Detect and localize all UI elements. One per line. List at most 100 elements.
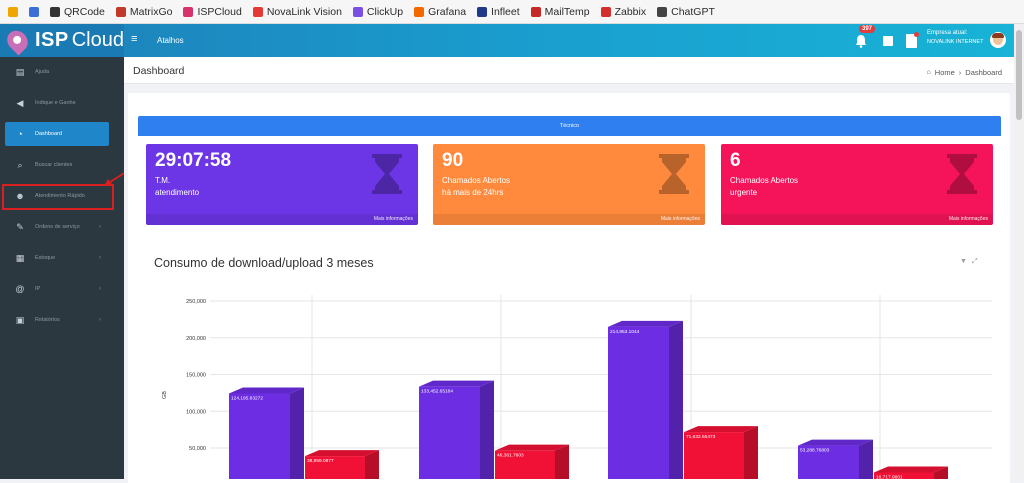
bookmark-favicon-icon [183, 6, 194, 17]
bookmark-item[interactable]: Grafana [414, 6, 466, 18]
chevron-right-icon: › [99, 255, 101, 261]
bar-download-side [480, 380, 494, 479]
bookmark-label: Infleet [491, 5, 520, 18]
bar-upload-data-label: 38,959.0877 [307, 458, 334, 464]
top-navbar [0, 24, 1014, 57]
bookmark-label: ISPCloud [197, 5, 242, 18]
bell-icon[interactable] [855, 34, 867, 48]
sidebar-item-book[interactable]: ▤ Ajuda [5, 60, 109, 84]
bookmark-label: Zabbix [614, 5, 647, 18]
users-icon: ☻ [15, 191, 25, 201]
sidebar-item-at[interactable]: @ IP › [5, 277, 109, 301]
expand-icon[interactable]: ⤢ [971, 258, 978, 265]
bookmark-favicon-icon [530, 6, 541, 17]
bar-upload-front [305, 456, 365, 479]
report-icon: ▣ [15, 315, 25, 325]
sidebar-item-dashboard[interactable]: ◔ Dashboard [5, 122, 109, 146]
sidebar-item-users[interactable]: ☻ Atendimento Rápido [5, 184, 109, 208]
wrench-icon: ✎ [16, 222, 24, 232]
brand-name-bold: ISP [34, 29, 69, 51]
card-label-line1: Chamados Abertos [730, 176, 799, 185]
bookmark-label: MatrixGo [129, 5, 173, 18]
bar-download-front [798, 445, 859, 479]
page-header [124, 57, 1014, 84]
shortcuts-link[interactable]: Atalhos [157, 36, 184, 45]
sidebar-item-report[interactable]: ▣ Relatórios › [5, 308, 109, 332]
bookmark-label: ChatGPT [671, 5, 715, 18]
y-tick-label: 50,000 [189, 446, 206, 452]
bookmark-item[interactable]: ClickUp [352, 6, 403, 18]
sidebar-item-wrench[interactable]: ✎ Ordens de serviço › [5, 215, 109, 239]
box-icon: ▦ [15, 253, 25, 263]
bar-download-data-label: 53,288.76803 [800, 448, 830, 454]
note-icon[interactable] [883, 36, 893, 46]
card-footer-strip [146, 214, 418, 225]
card-footer-strip [721, 214, 993, 225]
tab-tecnico[interactable]: Técnico [138, 116, 1001, 136]
card-label-line1: Chamados Abertos [442, 176, 511, 185]
home-icon[interactable]: ⌂ [926, 69, 931, 76]
bookmark-item[interactable]: Zabbix [600, 5, 647, 18]
bookmark-item[interactable]: QRCode [50, 6, 105, 18]
bar-upload-top [874, 466, 948, 473]
bar-upload-data-label: 16,717.9801 [876, 474, 903, 479]
bookmarks-bar: QRCode MatrixGo ISPCloud NovaLink Vision Cli… [0, 0, 1024, 24]
bar-upload-top [495, 444, 569, 451]
bookmark-item[interactable]: MailTemp [530, 6, 590, 18]
y-tick-label: 150,000 [186, 373, 206, 379]
scrollbar-thumb[interactable] [1016, 30, 1022, 120]
bookmark-item[interactable]: ISPCloud [183, 5, 242, 18]
card-label-line2: há mais de 24hrs [442, 188, 504, 197]
breadcrumb-separator: › [958, 68, 962, 77]
bookmark-item[interactable]: MatrixGo [115, 5, 173, 18]
bar-download-side [290, 387, 304, 479]
bookmark-favicon-icon [252, 6, 263, 17]
scrollbar[interactable] [1014, 24, 1024, 479]
card-label-line2: atendimento [155, 188, 200, 197]
bar-upload-top [305, 450, 379, 457]
hourglass-icon [659, 154, 689, 194]
bar-download-data-label: 124,195.83272 [231, 395, 263, 401]
bar-upload-front [684, 432, 744, 479]
card-more-info-link[interactable]: Mais informações [948, 216, 988, 222]
company-label: Empresa atual: [927, 30, 968, 36]
bookmark-item[interactable]: NovaLink Vision [252, 6, 342, 18]
bookmark-item[interactable] [29, 6, 39, 17]
building-icon[interactable] [906, 32, 919, 48]
card-value: 6 [730, 150, 741, 171]
bookmark-favicon-icon [29, 6, 39, 17]
sidebar-item-megaphone[interactable]: ◀ Indique e Ganhe [5, 91, 109, 115]
bar-upload-side [744, 426, 758, 479]
card-more-info-link[interactable]: Mais informações [660, 216, 700, 222]
card-footer-strip [433, 214, 705, 225]
bookmark-label: Grafana [428, 5, 467, 18]
bar-upload-data-label: 71,632.65473 [686, 434, 716, 440]
bookmark-item[interactable]: ChatGPT [657, 6, 715, 18]
stat-card: 90 Chamados Abertos há mais de 24hrs Mais i… [433, 144, 705, 225]
card-more-info-link[interactable]: Mais informações [373, 216, 413, 222]
bookmark-favicon-icon [477, 6, 488, 17]
brand-name-light: Cloud [71, 29, 124, 51]
bookmark-item[interactable]: Infleet [477, 6, 520, 18]
company-value[interactable]: NOVALINK INTERNET [927, 39, 984, 45]
breadcrumb-home[interactable]: Home [934, 68, 955, 77]
bookmark-favicon-icon [352, 6, 363, 17]
bar-download-side [669, 320, 683, 479]
chevron-right-icon: › [99, 317, 101, 323]
sidebar-item-box[interactable]: ▦ Estoque › [5, 246, 109, 270]
menu-toggle-icon[interactable]: ≡ [131, 33, 138, 45]
chevron-right-icon: › [99, 224, 101, 230]
bar-download-top [419, 380, 494, 387]
sidebar-item-label: Dashboard [35, 131, 62, 137]
filter-icon[interactable]: ▼ [960, 258, 967, 265]
brand-logo[interactable]: ISP Cloud [0, 24, 124, 57]
bar-download-top [229, 387, 304, 394]
bar-upload-front [495, 450, 555, 479]
bar-download-side [859, 439, 873, 479]
bookmark-item[interactable] [8, 6, 18, 17]
sidebar-item-search[interactable]: ⌕ Buscar clientes [5, 153, 109, 177]
chart-tools: ▼ ⤢ [960, 258, 978, 266]
avatar[interactable] [990, 32, 1006, 48]
dashboard-icon: ◔ [17, 129, 23, 139]
bar-upload-data-label: 46,361.7603 [497, 453, 524, 459]
